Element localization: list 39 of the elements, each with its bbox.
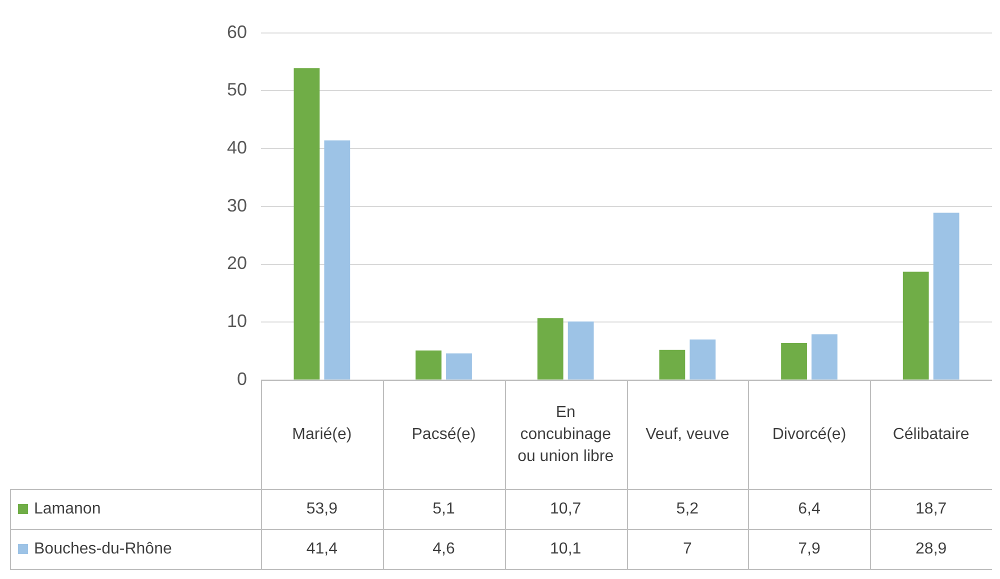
data-label: 5,1: [432, 500, 455, 518]
x-tick-label: Divorcé(e): [772, 426, 846, 443]
data-label: 7,9: [798, 540, 820, 558]
bar: [294, 68, 320, 380]
y-tick-label: 0: [237, 368, 248, 389]
bar: [537, 318, 564, 380]
bar: [324, 140, 350, 380]
data-label: 10,7: [550, 500, 582, 518]
bar: [902, 272, 929, 380]
legend-label: Lamanon: [34, 500, 101, 518]
bar: [416, 350, 442, 380]
x-tick-label: Pacsé(e): [412, 426, 476, 443]
data-label: 28,9: [916, 540, 947, 558]
x-tick-label: Marié(e): [292, 426, 352, 443]
data-label: 6,4: [798, 500, 820, 518]
legend-label: Bouches-du-Rhône: [34, 540, 172, 558]
y-tick-label: 40: [226, 138, 248, 158]
x-tick-label: Veuf, veuve: [646, 426, 730, 443]
y-tick-label: 10: [226, 311, 248, 332]
data-label: 4,6: [432, 540, 455, 558]
bar: [812, 334, 838, 380]
bar: [781, 342, 807, 380]
bar: [568, 322, 594, 380]
bar: [933, 212, 960, 380]
bar: [446, 353, 472, 380]
x-tick-label: En concubinage ou union libre: [518, 404, 614, 465]
y-tick-label: 30: [226, 195, 248, 216]
bar: [659, 350, 686, 380]
bar: [690, 339, 716, 380]
y-tick-label: 50: [226, 80, 248, 100]
data-label: 5,2: [676, 500, 699, 518]
data-label: 41,4: [306, 540, 338, 558]
y-tick-label: 60: [226, 22, 248, 42]
x-tick-label: Célibataire: [892, 426, 970, 443]
data-label: 7: [682, 540, 692, 558]
data-label: 53,9: [306, 500, 338, 518]
data-label: 10,1: [550, 540, 582, 558]
data-label: 18,7: [916, 500, 947, 518]
y-tick-label: 20: [226, 253, 248, 274]
